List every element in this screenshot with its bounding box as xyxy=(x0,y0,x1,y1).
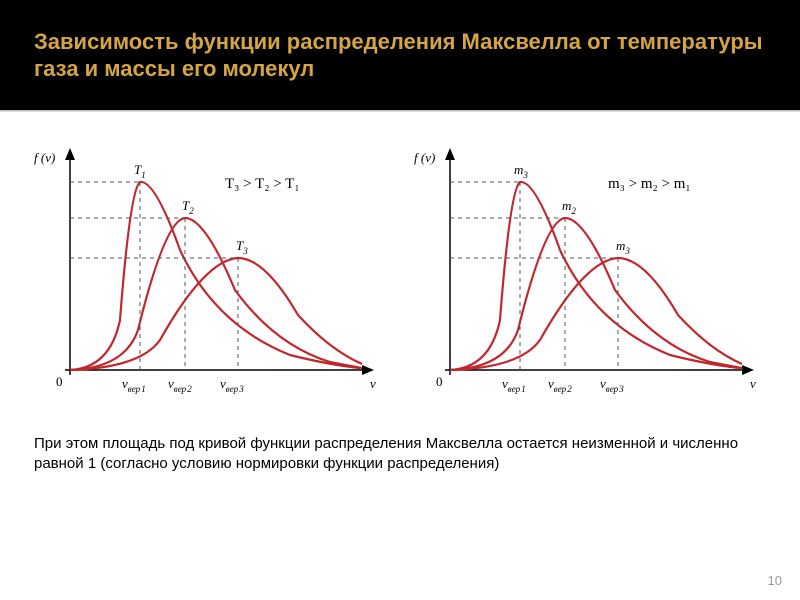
label-t1: T1 xyxy=(134,162,146,180)
label-m2: m2 xyxy=(562,198,576,216)
right-chart-svg: f (v) v 0 m3 m2 m3 vвер1 vвер2 vвер3 xyxy=(410,140,770,420)
curve-t1 xyxy=(70,182,360,370)
label-m1: m3 xyxy=(616,238,630,256)
x-axis-label: v xyxy=(750,376,756,391)
y-axis-label: f (v) xyxy=(34,150,55,165)
curve-t2 xyxy=(70,218,362,370)
page-number: 10 xyxy=(768,573,782,588)
curve-t3 xyxy=(70,258,362,370)
origin-label: 0 xyxy=(56,374,63,389)
curve-m2 xyxy=(450,218,742,370)
right-chart: m₃ > m₂ > m₁ f (v) v 0 m3 m2 xyxy=(410,140,770,420)
xtick-1: vвер1 xyxy=(122,376,146,394)
y-axis-label: f (v) xyxy=(414,150,435,165)
xtick-1: vвер1 xyxy=(502,376,526,394)
title-band: Зависимость функции распределения Максве… xyxy=(0,0,800,110)
slide: Зависимость функции распределения Максве… xyxy=(0,0,800,600)
charts-row: T₃ > T₂ > T₁ f (v) v xyxy=(0,112,800,420)
label-t3: T3 xyxy=(236,238,248,256)
x-axis-label: v xyxy=(370,376,376,391)
curve-m3 xyxy=(450,182,740,370)
xtick-2: vвер2 xyxy=(548,376,572,394)
x-axis-arrow xyxy=(362,365,374,375)
curve-m1 xyxy=(450,258,742,370)
origin-label: 0 xyxy=(436,374,443,389)
left-chart: T₃ > T₂ > T₁ f (v) v xyxy=(30,140,390,420)
xtick-3: vвер3 xyxy=(220,376,244,394)
slide-title: Зависимость функции распределения Максве… xyxy=(34,28,766,83)
xtick-3: vвер3 xyxy=(600,376,624,394)
label-t2: T2 xyxy=(182,198,194,216)
caption: При этом площадь под кривой функции расп… xyxy=(0,420,800,475)
x-axis-arrow xyxy=(742,365,754,375)
label-m3: m3 xyxy=(514,162,528,180)
xtick-2: vвер2 xyxy=(168,376,192,394)
left-chart-svg: f (v) v 0 T1 T2 T3 vвер1 vвер2 vвер3 xyxy=(30,140,390,420)
y-axis-arrow xyxy=(445,148,455,160)
y-axis-arrow xyxy=(65,148,75,160)
